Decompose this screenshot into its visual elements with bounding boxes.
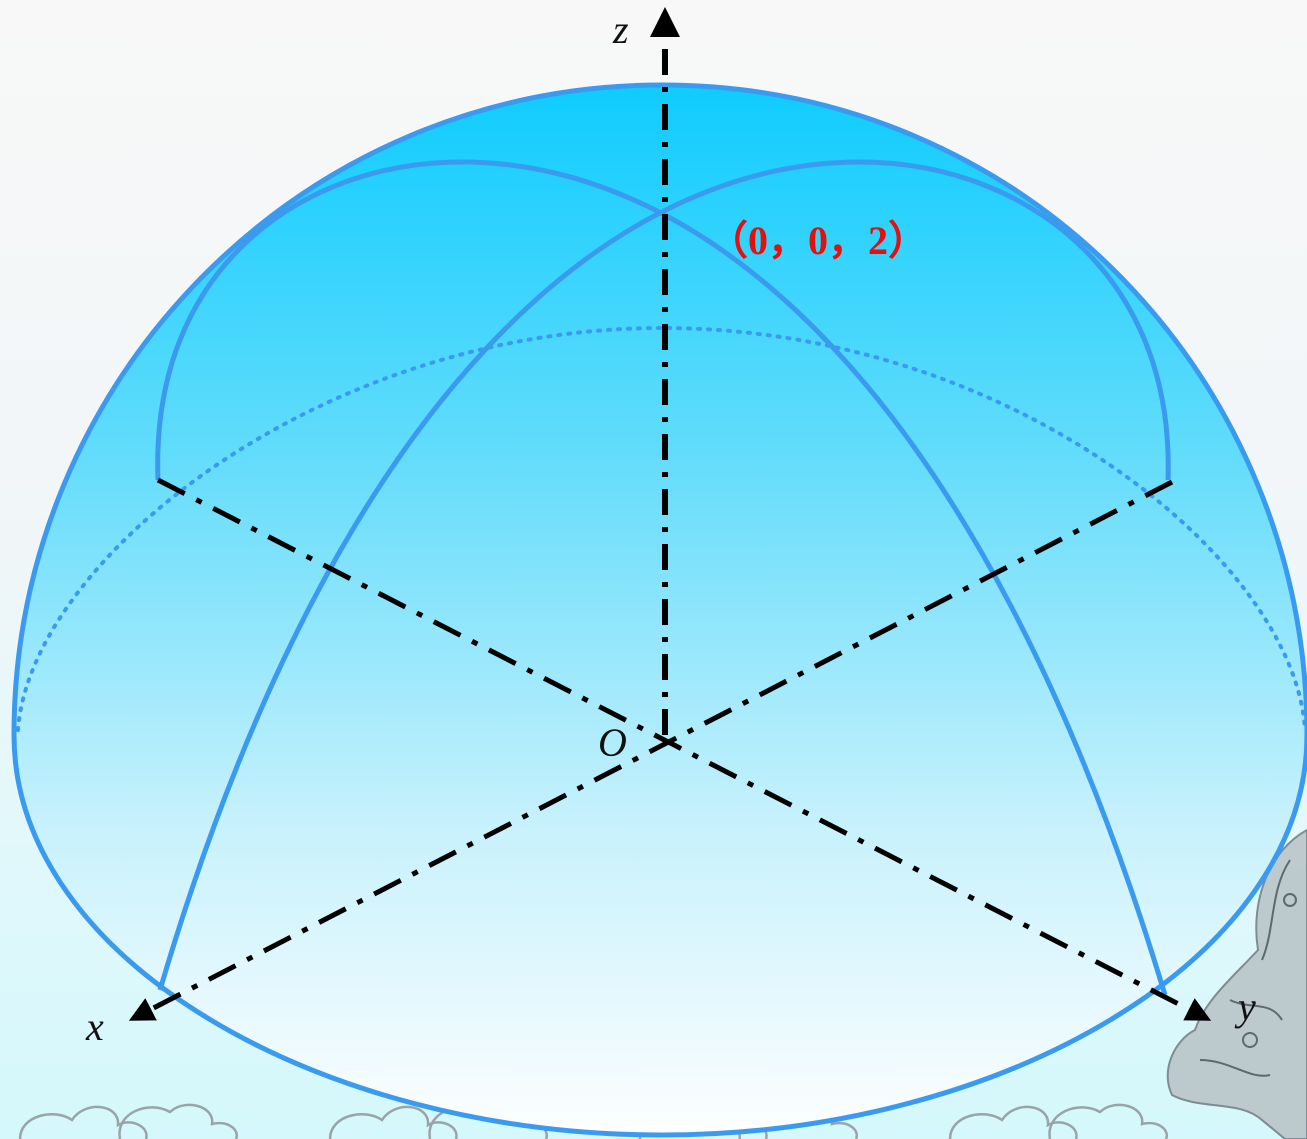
z-axis-label: z: [612, 7, 629, 52]
x-axis-label: x: [85, 1004, 104, 1049]
x-axis-line: [128, 479, 1174, 1021]
apex-point-label: （0，0，2）: [708, 218, 928, 263]
y-axis-label: y: [1234, 984, 1256, 1029]
y-axis-line: [156, 477, 1212, 1021]
meridian-arc-back-y: [157, 159, 1171, 991]
dragon-ornament-decoration: [1166, 828, 1307, 1139]
meridian-arc-back-x: [155, 159, 1168, 996]
hemisphere-surface: [11, 82, 1307, 1138]
origin-label: O: [598, 720, 627, 765]
